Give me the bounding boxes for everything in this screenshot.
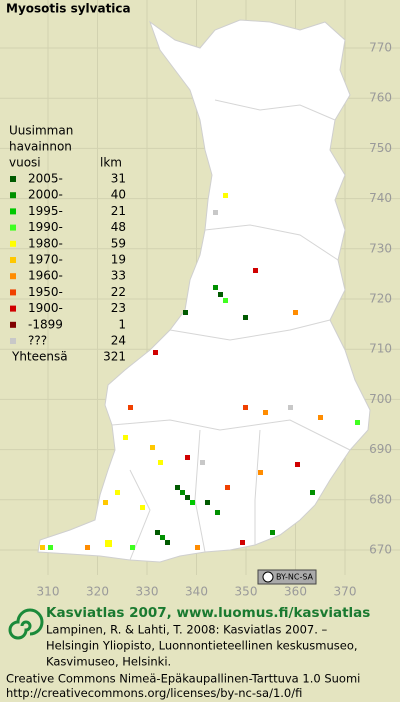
legend-count: 24: [111, 334, 126, 348]
legend-header: vuosi: [9, 156, 41, 170]
legend-label: ???: [28, 334, 47, 348]
legend-label: 1995-: [28, 204, 63, 218]
legend-swatch: [10, 224, 16, 231]
legend-count: 59: [111, 236, 126, 250]
grid-label: 730: [369, 241, 392, 255]
cc-badge: BY-NC-SA: [257, 569, 317, 585]
legend-swatch: [10, 289, 16, 296]
legend-label: 2005-: [28, 172, 63, 186]
footer-title: Kasviatlas 2007, www.luomus.fi/kasviatla…: [46, 605, 370, 621]
grid-label: 360: [284, 585, 307, 599]
legend-header: Uusimman: [9, 124, 73, 138]
legend-count: 23: [111, 301, 126, 315]
legend-count: 21: [111, 204, 126, 218]
legend-label: -1899: [28, 317, 63, 331]
legend-swatch: [10, 240, 16, 247]
citation-line: Kasvimuseo, Helsinki.: [46, 655, 171, 669]
grid-label: 340: [185, 585, 208, 599]
legend-label: 1990-: [28, 220, 63, 234]
grid-label: 760: [369, 91, 392, 105]
grid-label: 750: [369, 141, 392, 155]
citation-line: Helsingin Yliopisto, Luonnontieteellinen…: [46, 639, 358, 653]
footer: Kasviatlas 2007, www.luomus.fi/kasviatla…: [6, 605, 370, 700]
legend-swatch: [10, 176, 16, 182]
legend-label: 1900-: [28, 301, 63, 315]
legend-swatch: [10, 321, 16, 328]
province-borders: [111, 99, 351, 561]
license-line: http://creativecommons.org/licenses/by-n…: [6, 686, 302, 700]
legend-label: 1950-: [28, 285, 63, 299]
legend-label: 1960-: [28, 269, 63, 283]
legend-swatch: [10, 273, 16, 280]
legend-count: 19: [111, 253, 126, 267]
legend: Uusimman havainnon vuosi lkm 2005- 31 2000- 40 1…: [9, 124, 126, 364]
logo: [8, 608, 44, 640]
legend-label: 2000-: [28, 188, 63, 202]
legend-swatch: [10, 338, 16, 344]
grid-label: 710: [369, 342, 392, 356]
legend-swatch: [10, 305, 16, 312]
grid-label: 330: [136, 585, 159, 599]
grid-label: 670: [369, 543, 392, 557]
legend-count-header: lkm: [100, 156, 122, 170]
legend-count: 48: [111, 220, 126, 234]
legend-label: 1970-: [28, 253, 63, 267]
legend-count: 22: [111, 285, 126, 299]
grid-label: 740: [369, 191, 392, 205]
license-line: Creative Commons Nimeä-Epäkaupallinen-Ta…: [6, 672, 360, 686]
occurrence-squares: [40, 193, 360, 550]
legend-swatch: [10, 257, 16, 263]
legend-swatch: [10, 208, 16, 215]
legend-header: havainnon: [9, 140, 72, 154]
legend-swatch: [10, 192, 16, 199]
citation-line: Lampinen, R. & Lahti, T. 2008: Kasviatla…: [46, 623, 328, 637]
grid-label: 350: [235, 585, 258, 599]
grid-label: 310: [37, 585, 60, 599]
grid-label: 700: [369, 392, 392, 406]
legend-count: 31: [111, 172, 126, 186]
legend-total-count: 321: [103, 350, 126, 364]
species-title: Myosotis sylvatica: [6, 2, 131, 16]
grid-label: 320: [86, 585, 109, 599]
grid-label: 680: [369, 492, 392, 506]
legend-label: 1980-: [28, 236, 63, 250]
legend-count: 40: [111, 188, 126, 202]
grid-label: 370: [334, 585, 357, 599]
grid-label: 770: [369, 41, 392, 55]
legend-total-label: Yhteensä: [11, 350, 68, 364]
grid-label: 720: [369, 292, 392, 306]
legend-count: 33: [111, 269, 126, 283]
badge-text: BY-NC-SA: [276, 573, 314, 582]
legend-count: 1: [118, 317, 126, 331]
grid-label: 690: [369, 442, 392, 456]
